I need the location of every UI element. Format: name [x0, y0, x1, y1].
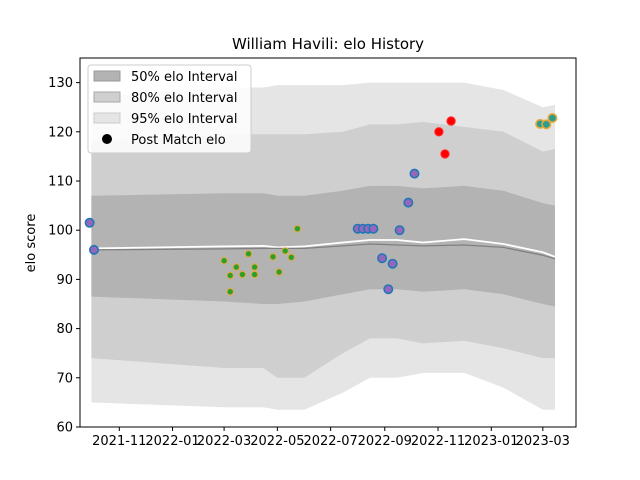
- post-match-point: [387, 258, 398, 269]
- post-match-point: [368, 223, 379, 234]
- legend-label-post-match: Post Match elo: [131, 133, 226, 148]
- post-match-point: [377, 253, 388, 264]
- y-tick-label: 110: [48, 175, 73, 190]
- post-match-point: [250, 263, 259, 271]
- post-match-point: [238, 270, 247, 279]
- post-match-points: [84, 113, 558, 296]
- x-tick-label: 2022-01: [145, 434, 199, 449]
- x-tick-label: 2023-03: [516, 434, 570, 449]
- post-match-point: [250, 270, 259, 279]
- post-match-point: [89, 244, 100, 255]
- trend-lines: [91, 238, 556, 260]
- x-tick-label: 2023-01: [464, 434, 518, 449]
- post-match-point: [226, 288, 234, 296]
- x-tick-label: 2022-05: [250, 434, 304, 449]
- post-match-point: [403, 197, 414, 208]
- post-match-point: [84, 217, 95, 228]
- x-tick-label: 2022-03: [197, 434, 251, 449]
- legend-label-50: 50% elo Interval: [131, 70, 238, 85]
- chart-title: William Havili: elo History: [232, 35, 424, 53]
- x-tick-label: 2022-11: [411, 434, 465, 449]
- interval-bands: [91, 82, 556, 410]
- legend-swatch-50: [93, 70, 121, 82]
- post-match-point: [541, 119, 552, 130]
- mean-elo-line: [91, 238, 556, 258]
- y-tick-label: 70: [56, 371, 73, 386]
- x-tick-label: 2022-09: [358, 434, 412, 449]
- plot-frame: [79, 57, 577, 428]
- post-match-point: [409, 168, 420, 179]
- post-match-point: [293, 225, 302, 233]
- x-tick-label: 2022-07: [303, 434, 357, 449]
- y-axis-label: elo score: [24, 214, 39, 273]
- post-match-point: [287, 253, 295, 261]
- y-tick-label: 90: [56, 273, 73, 288]
- post-match-point: [275, 268, 283, 276]
- y-tick-label: 130: [48, 76, 73, 91]
- post-match-point: [547, 113, 558, 124]
- post-match-point: [244, 250, 253, 258]
- post-match-point: [446, 116, 456, 126]
- post-match-point: [434, 127, 444, 137]
- post-match-point: [383, 284, 394, 295]
- post-match-point: [226, 271, 234, 280]
- x-tick-label: 2021-11: [92, 434, 146, 449]
- y-axis-ticks: 60 70 80 90 100 110 120 130: [48, 76, 80, 436]
- y-tick-label: 100: [48, 224, 73, 239]
- post-match-point: [232, 263, 241, 271]
- legend-marker-post-match: [102, 134, 112, 144]
- legend-swatch-80: [93, 91, 121, 103]
- legend-label-80: 80% elo Interval: [131, 91, 238, 106]
- y-tick-label: 60: [56, 421, 73, 436]
- median-elo-line: [91, 243, 556, 260]
- post-match-point: [220, 257, 228, 265]
- y-tick-label: 120: [48, 125, 73, 140]
- legend-label-95: 95% elo Interval: [131, 112, 238, 127]
- post-match-point: [394, 225, 405, 236]
- y-tick-label: 80: [56, 322, 73, 337]
- post-match-point: [281, 247, 289, 255]
- legend-box: [87, 64, 252, 154]
- post-match-point: [440, 149, 450, 159]
- legend-swatch-95: [93, 112, 121, 124]
- post-match-point: [269, 253, 277, 261]
- legend: 50% elo Interval 80% elo Interval 95% el…: [87, 64, 252, 154]
- band-50-interval: [91, 185, 556, 307]
